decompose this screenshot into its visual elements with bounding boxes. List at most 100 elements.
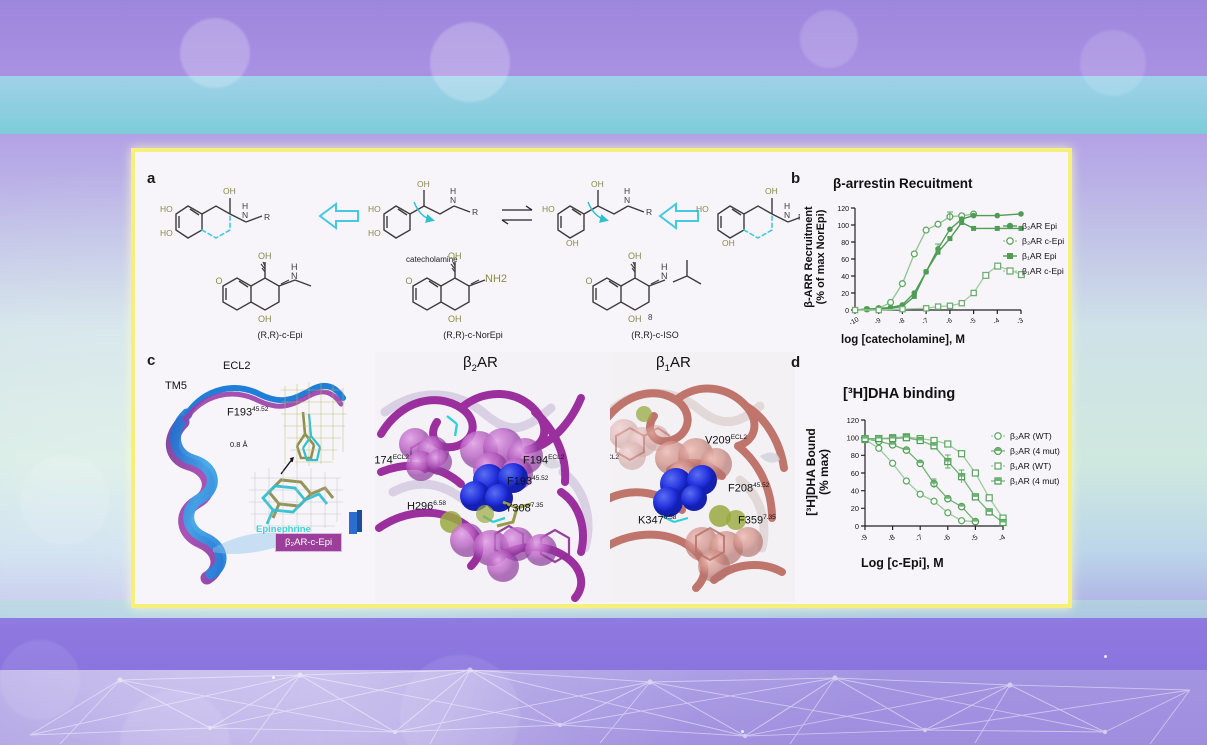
panel-label-b: b xyxy=(791,170,801,187)
structure-title-b1ar: β1AR xyxy=(656,354,691,374)
svg-text:OH: OH xyxy=(223,186,236,196)
svg-text:NH2: NH2 xyxy=(485,273,507,285)
svg-text:-10: -10 xyxy=(848,316,860,327)
legend-item[interactable]: β₂AR c-Epi xyxy=(1003,233,1064,248)
svg-text:100: 100 xyxy=(847,434,859,443)
marker-circle-open-icon xyxy=(1003,236,1017,246)
svg-text:HO: HO xyxy=(405,276,413,286)
sparkle-dot xyxy=(272,676,275,679)
panel-b-chart: β-arrestin Recuitment β-ARR Recruitment … xyxy=(795,166,1075,356)
ylabel-line2: (% of max NorEpi) xyxy=(815,209,828,305)
svg-text:catecholamine: catecholamine xyxy=(406,255,458,264)
svg-text:40: 40 xyxy=(851,487,859,496)
bokeh-circle xyxy=(400,655,520,745)
svg-text:20: 20 xyxy=(841,291,849,298)
svg-text:HO: HO xyxy=(215,276,223,286)
svg-text:R: R xyxy=(264,212,270,222)
legend-item[interactable]: β₁AR (4 mut) xyxy=(991,473,1060,488)
panel-a-compound-c-norepi: OH HO OH NH2 xyxy=(405,240,585,335)
background-band-top-cyan xyxy=(0,76,1207,134)
svg-text:-3: -3 xyxy=(1016,317,1025,326)
structure-label-tm5: TM5 xyxy=(165,380,187,392)
bokeh-circle xyxy=(0,640,80,720)
svg-text:H: H xyxy=(450,186,456,196)
chart-title-d: [³H]DHA binding xyxy=(843,386,956,402)
svg-text:-6: -6 xyxy=(945,317,954,326)
panel-label-c: c xyxy=(147,352,156,369)
svg-text:N: N xyxy=(291,271,298,281)
marker-circle-open-icon xyxy=(991,431,1005,441)
svg-text:HO: HO xyxy=(160,228,173,238)
svg-text:OH: OH xyxy=(448,314,462,324)
residue-label-f359: F3597.35 xyxy=(738,514,776,527)
svg-text:R: R xyxy=(472,207,478,217)
marker-square-half-icon xyxy=(991,476,1005,486)
svg-text:H: H xyxy=(291,262,298,272)
ylabel-line2: (% max) xyxy=(817,449,832,496)
legend-item[interactable]: β₂AR Epi xyxy=(1003,218,1064,233)
legend-item[interactable]: β₁AR c-Epi xyxy=(1003,263,1064,278)
svg-text:N: N xyxy=(784,210,790,220)
bokeh-circle xyxy=(430,22,510,102)
svg-text:H: H xyxy=(784,201,790,211)
legend-item[interactable]: β₂AR (WT) xyxy=(991,428,1060,443)
marker-square-open-icon xyxy=(991,461,1005,471)
background-band-bottom-purple xyxy=(0,618,1207,670)
svg-text:R: R xyxy=(646,207,652,217)
residue-label-f193: F19345.52 xyxy=(507,475,549,488)
chart-ylabel-d: [³H]DHA Bound (% max) xyxy=(804,402,832,542)
figure-card: a .bond{stroke:#3b3b3b;stroke-width:1.4;… xyxy=(131,148,1072,608)
structure-label-ecl2: ECL2 xyxy=(223,360,251,372)
legend-item[interactable]: β₂AR (4 mut) xyxy=(991,443,1060,458)
legend-item[interactable]: β₁AR Epi xyxy=(1003,248,1064,263)
chart-legend-b: β₂AR Epi β₂AR c-Epi β₁AR Epi xyxy=(1003,218,1064,278)
svg-text:-8: -8 xyxy=(886,532,896,543)
svg-text:-9: -9 xyxy=(874,317,883,326)
legend-item[interactable]: β₁AR (WT) xyxy=(991,458,1060,473)
svg-text:N: N xyxy=(661,271,668,281)
svg-text:-8: -8 xyxy=(897,317,906,326)
svg-text:-4: -4 xyxy=(997,532,1007,543)
svg-text:H: H xyxy=(661,262,668,272)
svg-text:N: N xyxy=(624,195,630,205)
svg-text:-9: -9 xyxy=(859,532,869,543)
legend-label: β₁AR c-Epi xyxy=(1022,265,1064,276)
svg-text:40: 40 xyxy=(841,274,849,281)
bokeh-circle xyxy=(1080,30,1146,96)
marker-square-open-icon xyxy=(1003,266,1017,276)
svg-text:OH: OH xyxy=(417,179,430,189)
panel-c-b2ar-structure: β2AR Y174ECL2 F194ECL2 F19345.52 H2966.5… xyxy=(375,352,625,602)
chart-ylabel-b: β-ARR Recruitment (% of max NorEpi) xyxy=(803,192,828,322)
ylabel-line1: [³H]DHA Bound xyxy=(804,428,818,516)
distance-label: 0.8 Å xyxy=(230,440,248,449)
svg-text:-5: -5 xyxy=(969,532,979,543)
residue-superscript: 45.52 xyxy=(252,406,269,413)
chart-title-b: β-arrestin Recuitment xyxy=(833,176,973,191)
legend-label: β₂AR (4 mut) xyxy=(1010,445,1060,456)
compound-number: 8 xyxy=(648,313,653,322)
svg-text:-6: -6 xyxy=(941,532,951,543)
svg-text:HO: HO xyxy=(696,204,709,214)
marker-circle-filled-icon xyxy=(1003,221,1017,231)
svg-text:OH: OH xyxy=(258,251,272,261)
chart-plot-d: 120 100 80 60 40 20 0 -9 -8 -7 -6 -5 -4 xyxy=(847,416,1007,544)
svg-text:-7: -7 xyxy=(914,532,924,543)
svg-text:HO: HO xyxy=(542,204,555,214)
bokeh-circle xyxy=(20,455,110,545)
svg-text:100: 100 xyxy=(837,223,849,230)
bokeh-circle xyxy=(180,18,250,88)
svg-text:-7: -7 xyxy=(921,317,930,326)
legend-label: β₁AR Epi xyxy=(1022,250,1057,261)
svg-text:0: 0 xyxy=(855,522,859,531)
svg-text:N: N xyxy=(450,195,456,205)
panel-a-chemistry-scheme: .bond{stroke:#3b3b3b;stroke-width:1.4;fi… xyxy=(160,166,800,356)
svg-text:HO: HO xyxy=(160,204,173,214)
structure-badge-b2ar-c-epi: β₂AR-c-Epi xyxy=(275,533,343,552)
svg-text:H: H xyxy=(242,201,248,211)
svg-text:60: 60 xyxy=(841,257,849,264)
residue-label-f194: F194ECL2 xyxy=(523,454,565,467)
ylabel-line1: β-ARR Recruitment xyxy=(803,206,815,308)
svg-text:OH: OH xyxy=(628,314,642,324)
panel-label-a: a xyxy=(147,170,156,187)
